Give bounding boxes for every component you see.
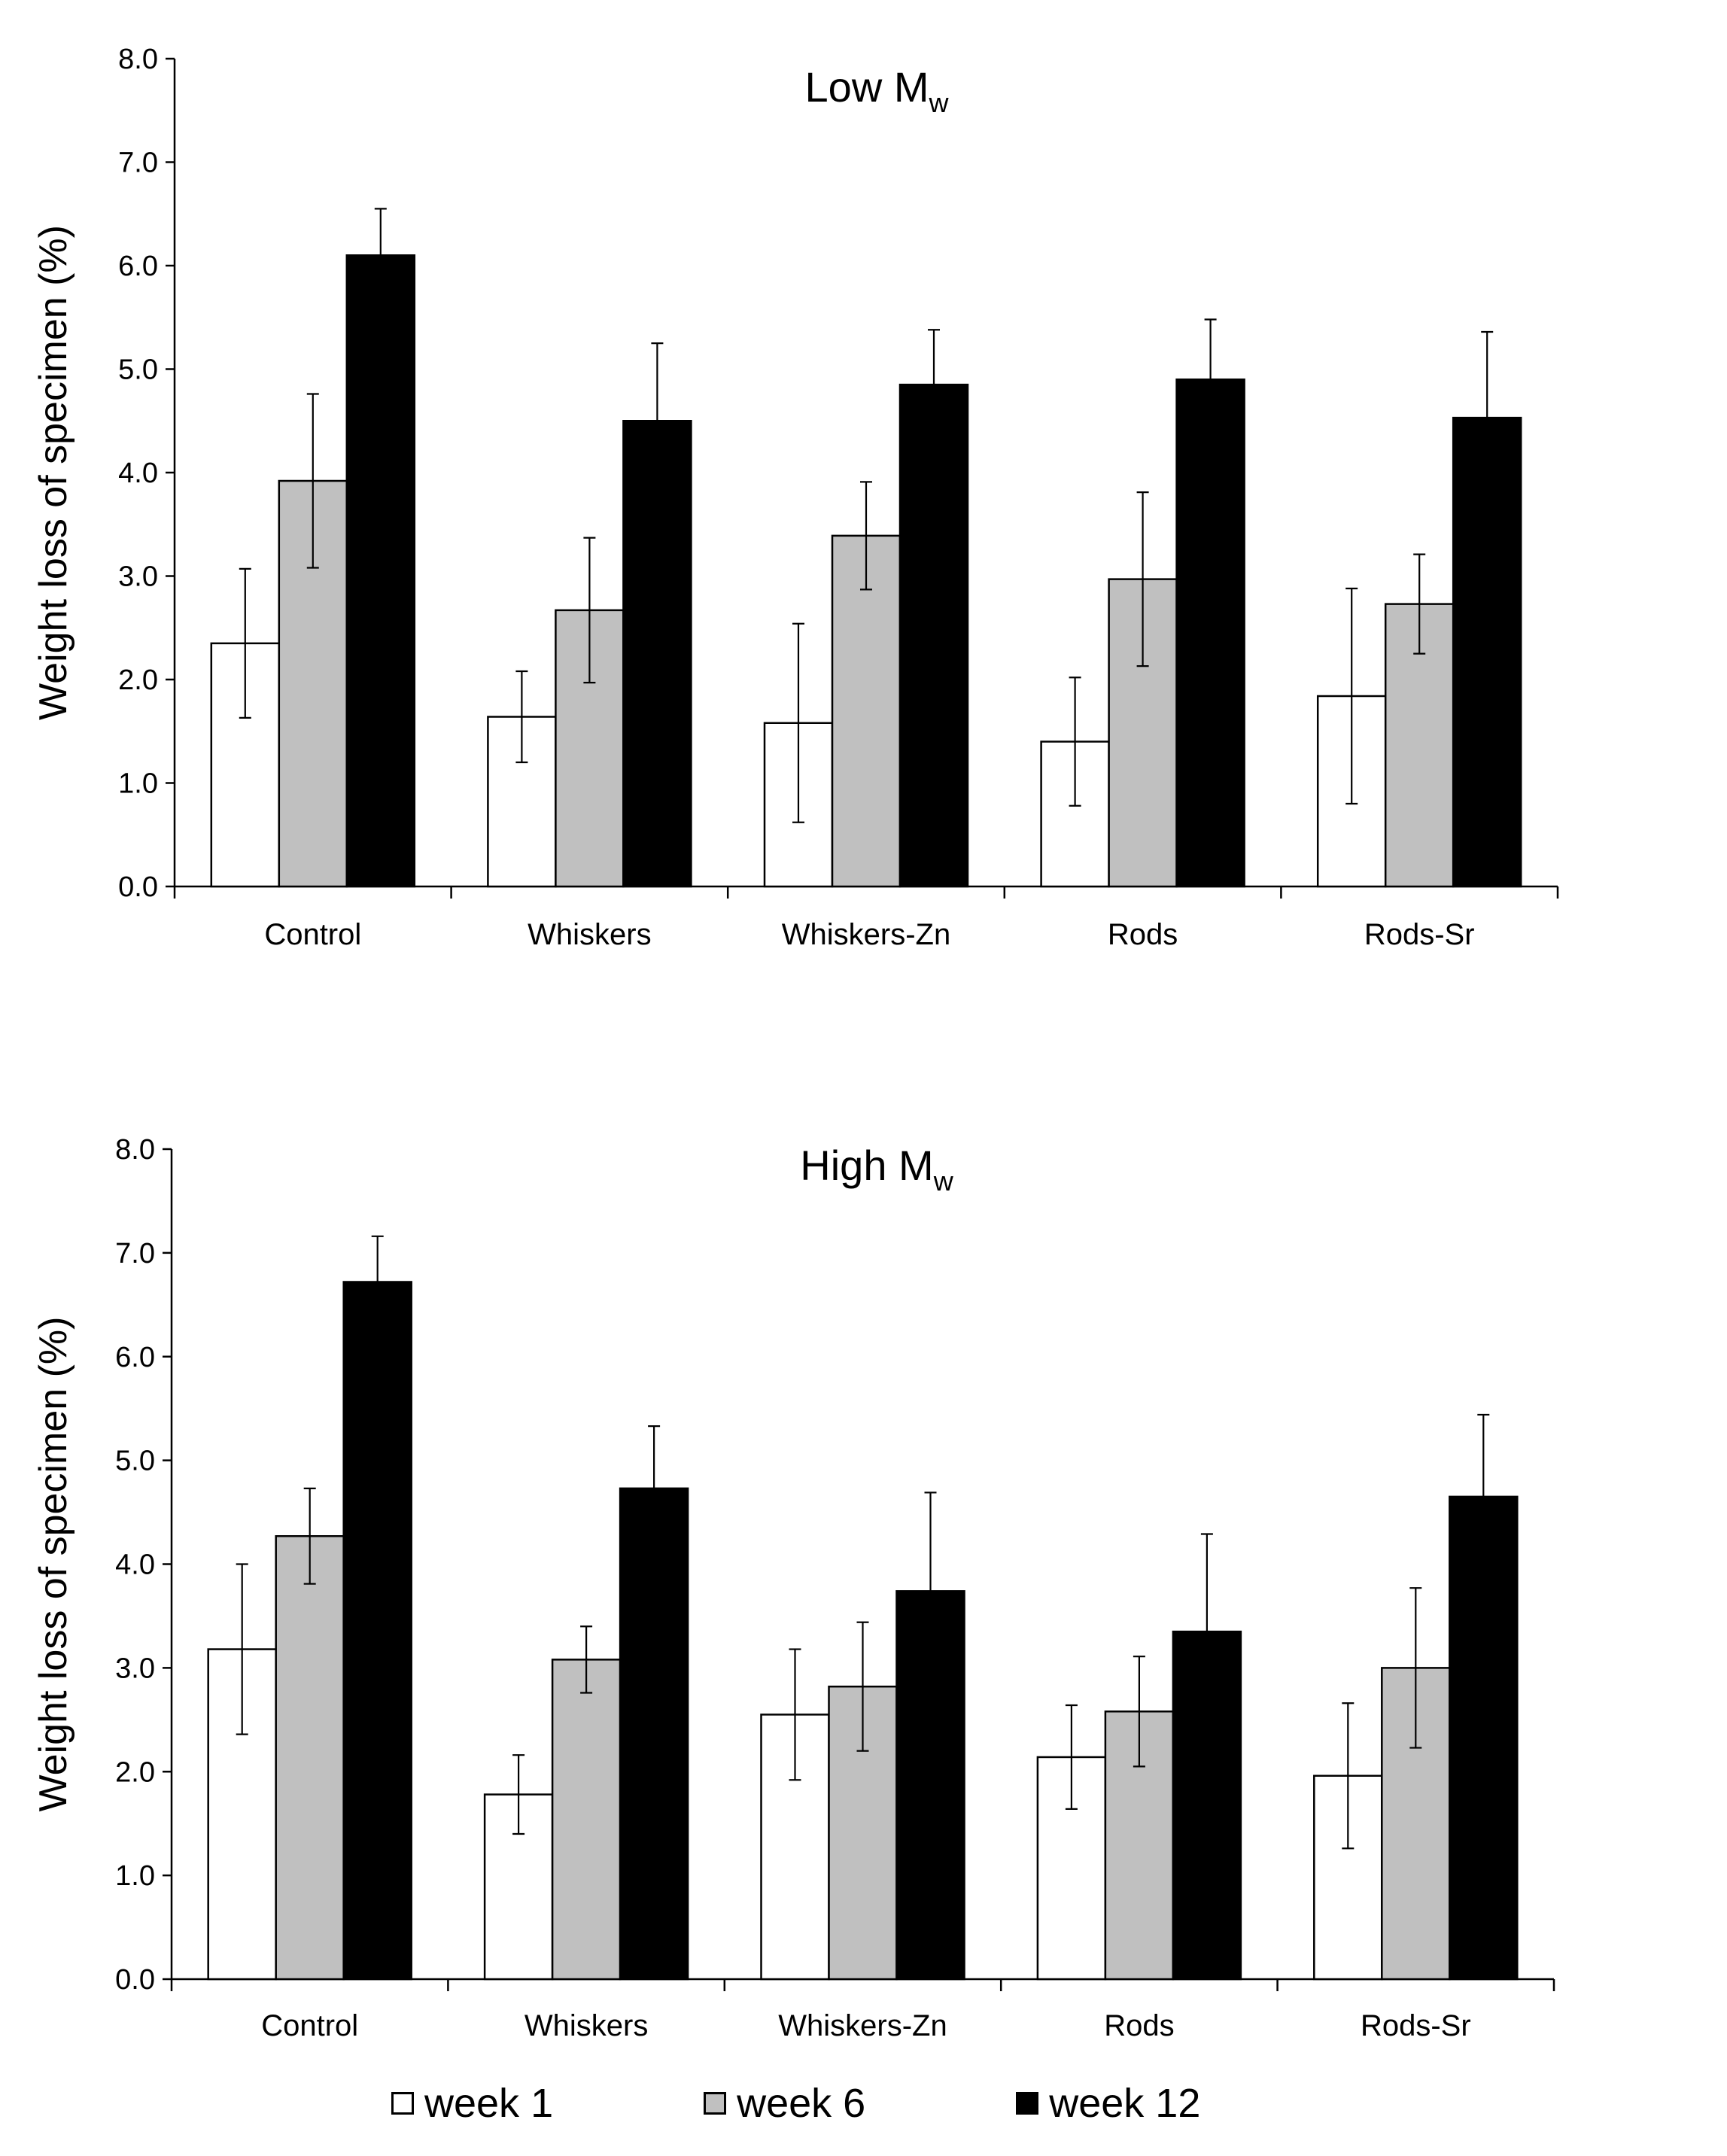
bar-whiskers-week-6 (551, 1659, 622, 1981)
y-tick-label: 4.0 (115, 1549, 155, 1581)
y-tick-label: 2.0 (115, 1756, 155, 1788)
bar-whiskers-zn-week-12 (898, 383, 969, 888)
legend-label: week 12 (1049, 2081, 1201, 2126)
y-tick-label: 3.0 (118, 561, 158, 593)
bar-whiskers-week-12 (619, 1487, 689, 1981)
legend-item-week-6: week 6 (704, 2080, 865, 2127)
y-tick-label: 0.0 (118, 871, 158, 903)
legend: week 1 week 6 week 12 (391, 2073, 1445, 2133)
y-tick-label: 8.0 (118, 44, 158, 75)
y-tick-label: 1.0 (118, 768, 158, 800)
x-tick-label: Whiskers (524, 2009, 648, 2042)
y-tick-label: 3.0 (115, 1653, 155, 1684)
legend-swatch-week-1 (391, 2092, 414, 2115)
bar-control-week-12 (342, 1281, 412, 1981)
x-tick-label: Whiskers (528, 918, 651, 951)
bar-whiskers-zn-week-6 (831, 534, 902, 888)
bar-whiskers-zn-week-6 (828, 1685, 898, 1981)
y-tick-label: 6.0 (115, 1342, 155, 1373)
y-tick-label: 7.0 (115, 1238, 155, 1270)
y-tick-label: 4.0 (118, 458, 158, 489)
y-tick-label: 8.0 (115, 1134, 155, 1166)
y-tick-label: 7.0 (118, 147, 158, 179)
y-tick-label: 5.0 (115, 1446, 155, 1477)
x-tick-label: Whiskers-Zn (782, 918, 950, 951)
legend-swatch-week-12 (1016, 2092, 1039, 2115)
x-tick-label: Control (264, 918, 361, 951)
x-tick-label: Rods-Sr (1364, 918, 1475, 951)
bar-control-week-6 (275, 1535, 345, 1981)
x-tick-label: Whiskers-Zn (778, 2009, 947, 2042)
y-tick-label: 6.0 (118, 251, 158, 282)
bar-rods-sr-week-12 (1452, 416, 1522, 888)
chart-title: Low Mw (805, 63, 950, 118)
legend-label: week 6 (737, 2081, 866, 2126)
y-tick-label: 2.0 (118, 664, 158, 696)
bar-whiskers-week-1 (487, 716, 557, 888)
legend-label: week 1 (424, 2081, 554, 2126)
x-tick-label: Rods (1104, 2009, 1174, 2042)
chart-title: High Mw (800, 1142, 953, 1197)
legend-swatch-week-6 (704, 2092, 727, 2115)
y-tick-label: 0.0 (115, 1964, 155, 1996)
y-axis-label: Weight loss of specimen (%) (32, 1317, 75, 1812)
legend-item-week-1: week 1 (391, 2080, 553, 2127)
x-tick-label: Rods (1108, 918, 1178, 951)
bar-control-week-12 (345, 254, 416, 888)
y-tick-label: 1.0 (115, 1860, 155, 1892)
y-axis-label: Weight loss of specimen (%) (32, 225, 75, 720)
bar-rods-week-12 (1175, 379, 1245, 888)
x-tick-label: Control (261, 2009, 358, 2042)
y-tick-label: 5.0 (118, 354, 158, 386)
legend-item-week-12: week 12 (1016, 2080, 1200, 2127)
x-tick-label: Rods-Sr (1361, 2009, 1471, 2042)
